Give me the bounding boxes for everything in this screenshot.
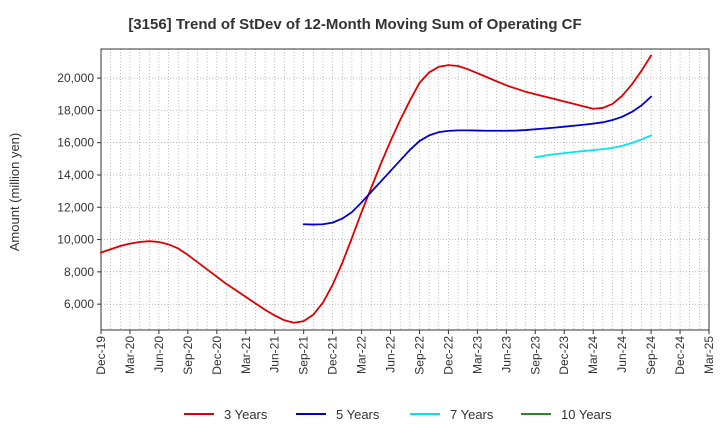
legend: 3 Years 5 Years 7 Years 10 Years xyxy=(184,407,612,422)
x-tick-label: Jun-23 xyxy=(499,336,513,373)
x-tick-label: Mar-21 xyxy=(239,336,253,374)
x-tick-label: Dec-22 xyxy=(441,336,455,375)
legend-label: 10 Years xyxy=(561,407,612,422)
x-tick-label: Jun-22 xyxy=(384,336,398,373)
series-lines xyxy=(100,54,652,324)
x-tick-label: Dec-23 xyxy=(557,336,571,375)
x-tick-label: Sep-23 xyxy=(528,336,542,375)
y-tick-label: 20,000 xyxy=(57,71,94,85)
series-line-5-years xyxy=(302,95,652,226)
y-tick-label: 18,000 xyxy=(57,103,94,117)
x-tick-label: Mar-20 xyxy=(123,336,137,374)
legend-label: 3 Years xyxy=(224,407,268,422)
series-line-7-years xyxy=(534,134,652,159)
x-tick-label: Dec-20 xyxy=(210,336,224,375)
legend-label: 7 Years xyxy=(450,407,494,422)
y-tick-label: 8,000 xyxy=(64,265,94,279)
x-tick-label: Mar-25 xyxy=(702,336,716,374)
x-tick-label: Mar-23 xyxy=(470,336,484,374)
y-tick-label: 14,000 xyxy=(57,168,94,182)
x-tick-label: Sep-20 xyxy=(181,336,195,375)
plot-area-frame xyxy=(100,48,710,331)
chart-title: [3156] Trend of StDev of 12-Month Moving… xyxy=(128,16,581,33)
y-tick-label: 16,000 xyxy=(57,136,94,150)
x-tick-label: Mar-24 xyxy=(586,336,600,374)
x-tick-label: Dec-21 xyxy=(326,336,340,375)
grid-lines xyxy=(100,49,710,330)
legend-label: 5 Years xyxy=(336,407,380,422)
x-tick-label: Sep-22 xyxy=(412,336,426,375)
y-tick-label: 6,000 xyxy=(64,297,94,311)
x-tick-label: Mar-22 xyxy=(355,336,369,374)
y-tick-label: 10,000 xyxy=(57,233,94,247)
x-tick-label: Sep-24 xyxy=(644,336,658,375)
x-axis-ticks: Dec-19 Mar-20 Jun-20 Sep-20 Dec-20 Mar-21 Jun-… xyxy=(94,330,716,375)
x-tick-label: Jun-24 xyxy=(615,336,629,373)
series-line-3-years xyxy=(100,54,652,324)
x-tick-label: Dec-24 xyxy=(673,336,687,375)
y-axis-label: Amount (million yen) xyxy=(7,133,22,252)
x-tick-label: Jun-20 xyxy=(152,336,166,373)
y-axis-ticks: 6,000 8,000 10,000 12,000 14,000 16,000 18,000… xyxy=(57,71,101,311)
x-tick-label: Dec-19 xyxy=(94,336,108,375)
x-tick-label: Jun-21 xyxy=(268,336,282,373)
y-tick-label: 12,000 xyxy=(57,200,94,214)
x-tick-label: Sep-21 xyxy=(297,336,311,375)
